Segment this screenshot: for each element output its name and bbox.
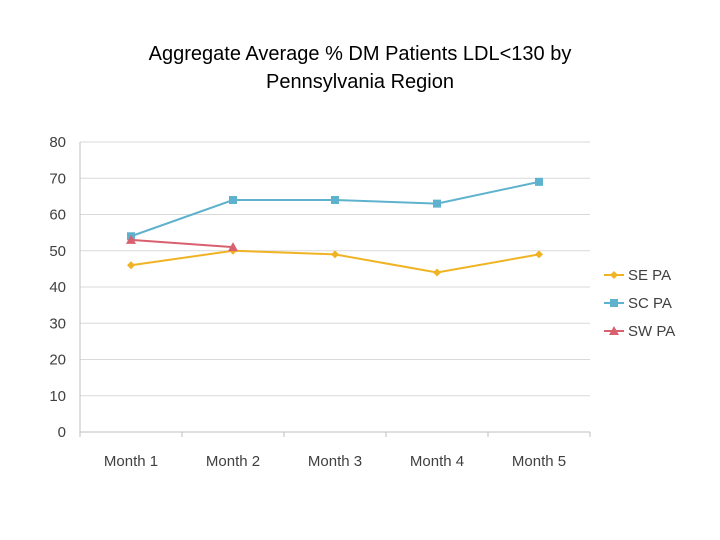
y-tick-label: 40 [49,279,66,296]
data-point-se-pa [127,261,135,270]
data-point-sc-pa [535,177,543,186]
x-axis-tick-labels: Month 1 Month 2 Month 3 Month 4 Month 5 [104,453,566,470]
legend-label-se-pa: SE PA [628,267,671,284]
data-point-sw-pa [228,242,238,252]
data-point-se-pa [535,250,543,259]
chart-title: Aggregate Average % DM Patients LDL<130 … [0,40,720,96]
legend-label-sc-pa: SC PA [628,295,672,312]
x-tick-label: Month 3 [308,453,362,470]
data-point-se-pa [433,268,441,277]
data-point-sw-pa [126,234,136,244]
legend-label-sw-pa: SW PA [628,323,675,340]
gridlines [80,141,590,397]
y-tick-label: 10 [49,388,66,405]
y-tick-label: 30 [49,315,66,332]
legend-marker-sw-pa [609,326,619,335]
y-tick-label: 80 [49,134,66,151]
data-point-se-pa [331,250,339,259]
y-tick-label: 60 [49,207,66,224]
data-point-sc-pa [331,196,339,204]
y-tick-label: 50 [49,243,66,260]
series-line-sc-pa [130,180,540,238]
legend-marker-se-pa [610,271,618,279]
y-axis-tick-labels: 0 10 20 30 40 50 60 70 80 [49,134,66,441]
legend: SE PA SC PA SW PA [604,267,675,340]
x-tick-label: Month 4 [410,453,464,470]
data-point-sc-pa [229,196,237,204]
chart-title-line-2: Pennsylvania Region [266,71,454,93]
series-line-sw-pa [130,238,234,249]
series-lines [126,177,543,277]
data-point-sc-pa [433,199,441,208]
chart-title-line-1: Aggregate Average % DM Patients LDL<130 … [148,43,572,65]
y-tick-label: 20 [49,352,66,369]
legend-marker-sc-pa [610,299,618,307]
y-tick-label: 70 [49,170,66,187]
x-tick-label: Month 5 [512,453,566,470]
axes [79,142,591,437]
x-tick-label: Month 1 [104,453,158,470]
x-tick-label: Month 2 [206,453,260,470]
y-tick-label: 0 [58,424,66,441]
